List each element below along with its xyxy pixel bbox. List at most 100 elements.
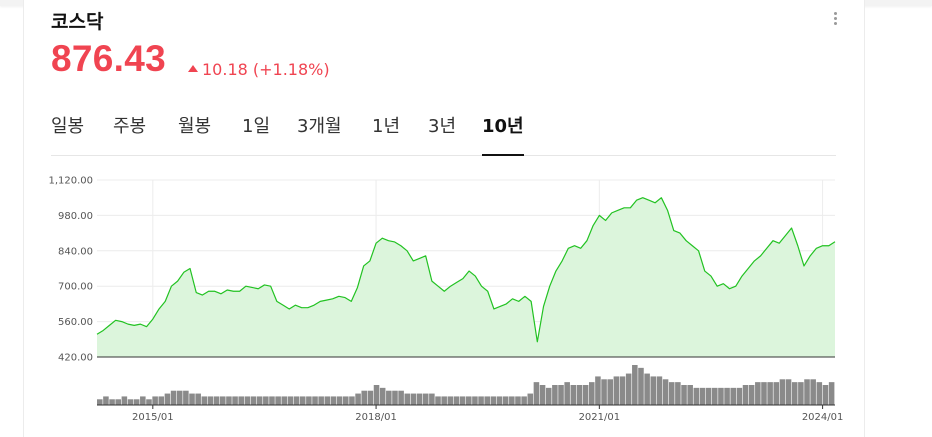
x-tick-label: 2021/01 — [579, 412, 621, 423]
tab-3[interactable]: 1일 — [242, 116, 271, 137]
volume-bar — [742, 385, 749, 405]
volume-bar — [189, 393, 195, 405]
volume-bar — [146, 399, 152, 405]
tab-6[interactable]: 3년 — [428, 116, 457, 137]
volume-bar — [570, 385, 577, 405]
volume-bar — [355, 393, 361, 405]
volume-bar — [718, 387, 724, 405]
y-tick-label: 840.00 — [58, 246, 93, 257]
volume-bar — [330, 396, 337, 405]
volume-bar — [761, 382, 767, 405]
more-options-icon[interactable] — [828, 10, 842, 30]
tab-2[interactable]: 월봉 — [178, 116, 212, 137]
volume-bar — [275, 396, 281, 405]
volume-bar — [386, 390, 392, 405]
volume-bar — [478, 396, 484, 405]
volume-bar — [238, 396, 244, 405]
volume-bar — [644, 373, 650, 405]
volume-bar — [773, 382, 780, 405]
volume-bar — [250, 396, 257, 405]
volume-bar — [195, 393, 201, 405]
price-change-text: 10.18 (+1.18%) — [202, 60, 330, 79]
tab-0[interactable]: 일봉 — [51, 116, 85, 137]
volume-bar — [564, 382, 570, 405]
volume-bar — [441, 396, 447, 405]
volume-bar — [343, 396, 349, 405]
volume-bar — [545, 387, 552, 405]
volume-bar — [306, 396, 312, 405]
volume-bar — [693, 387, 700, 405]
index-card — [23, 0, 865, 437]
price-line — [96, 197, 836, 343]
volume-bar — [170, 390, 177, 405]
tab-7[interactable]: 10년 — [482, 116, 524, 137]
volume-bar — [379, 387, 386, 405]
volume-bar — [804, 379, 810, 405]
y-tick-label: 560.00 — [58, 317, 93, 328]
volume-bar — [619, 376, 626, 405]
volume-bar — [828, 382, 835, 405]
volume-bar — [299, 396, 306, 405]
volume-bar — [398, 390, 404, 405]
volume-bar — [785, 379, 792, 405]
volume-bar — [527, 393, 534, 405]
volume-bar — [318, 396, 324, 405]
y-tick-label: 980.00 — [58, 211, 93, 222]
tab-5[interactable]: 1년 — [372, 116, 401, 137]
volume-bar — [127, 399, 134, 405]
volume-bar — [226, 396, 232, 405]
volume-bar — [263, 396, 269, 405]
volume-bar — [779, 379, 786, 405]
volume-bar — [459, 396, 466, 405]
volume-bar — [453, 396, 460, 405]
volume-bar — [158, 396, 165, 405]
volume-bar — [293, 396, 300, 405]
volume-bar — [798, 382, 804, 405]
volume-bar — [392, 390, 398, 405]
volume-bar — [625, 373, 632, 405]
volume-bar — [220, 396, 226, 405]
volume-bar — [312, 396, 318, 405]
volume-bar — [595, 376, 601, 405]
y-tick-label: 420.00 — [58, 353, 93, 364]
volume-bar — [791, 382, 798, 405]
volume-bar — [705, 387, 712, 405]
volume-bar — [256, 396, 263, 405]
volume-bar — [361, 390, 367, 405]
x-tick-label: 2018/01 — [355, 412, 397, 423]
volume-bar — [662, 379, 669, 405]
tab-4[interactable]: 3개월 — [297, 116, 342, 137]
volume-bar — [201, 396, 208, 405]
tab-1[interactable]: 주봉 — [113, 116, 147, 137]
volume-bar — [109, 399, 115, 405]
volume-bar — [576, 385, 583, 405]
volume-bar — [324, 396, 331, 405]
volume-bar — [496, 396, 503, 405]
volume-bar — [349, 396, 355, 405]
y-tick-label: 700.00 — [58, 282, 93, 293]
volume-bar — [429, 393, 435, 405]
current-price: 876.43 — [51, 38, 166, 79]
volume-bar — [213, 396, 220, 405]
price-change: 10.18 (+1.18%) — [188, 60, 330, 79]
volume-bar — [601, 379, 607, 405]
volume-bar — [490, 396, 497, 405]
volume-bar — [269, 396, 275, 405]
volume-bar — [152, 396, 158, 405]
volume-bar — [730, 387, 736, 405]
volume-bar — [816, 382, 823, 405]
volume-bar — [687, 385, 693, 405]
volume-bar — [121, 396, 128, 405]
volume-bar — [699, 387, 706, 405]
volume-bar — [164, 393, 171, 405]
volume-bar — [367, 390, 374, 405]
volume-bar — [656, 376, 663, 405]
active-tab-indicator — [482, 154, 524, 156]
volume-bar — [533, 382, 540, 405]
volume-bar — [287, 396, 294, 405]
volume-bar — [521, 396, 527, 405]
volume-bar — [103, 396, 109, 405]
volume-bar — [632, 365, 638, 405]
volume-bar — [410, 393, 417, 405]
